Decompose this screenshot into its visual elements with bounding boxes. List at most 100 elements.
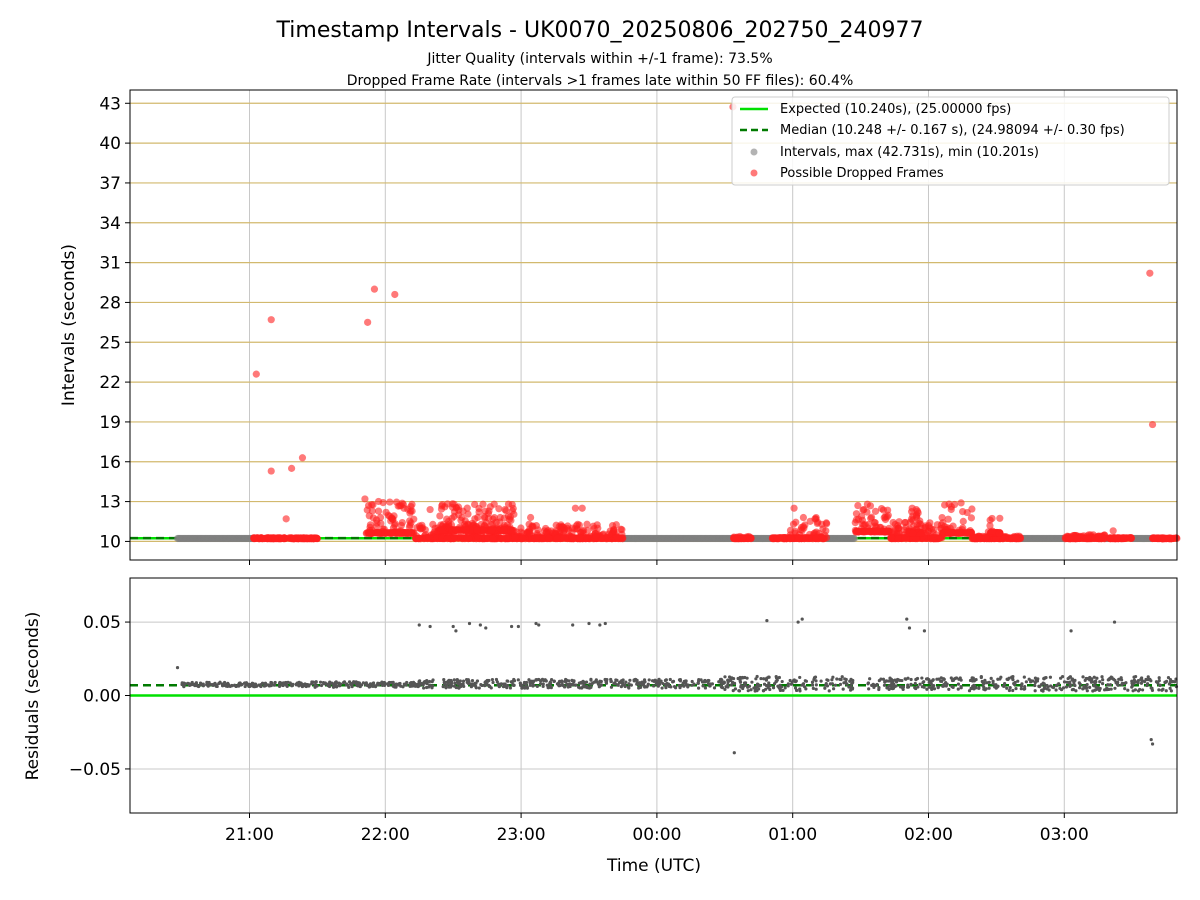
residual-point <box>1088 685 1092 689</box>
residual-point <box>1112 620 1117 624</box>
dropped-frame-point <box>454 503 463 511</box>
residual-point <box>773 682 777 686</box>
residual-point <box>798 687 802 691</box>
dropped-frame-point <box>448 514 456 522</box>
residual-point <box>972 684 976 688</box>
residual-point <box>587 621 591 626</box>
residual-point <box>461 679 466 683</box>
residual-point <box>470 679 475 683</box>
residual-point <box>1042 682 1046 686</box>
residual-point <box>1085 682 1089 687</box>
residual-point <box>248 684 252 689</box>
residual-point <box>932 687 937 691</box>
dropped-frame-point <box>799 513 808 522</box>
residual-point <box>566 685 570 689</box>
dropped-frame-point <box>610 527 618 535</box>
residual-point <box>941 684 946 688</box>
dropped-frame-point <box>445 520 453 529</box>
dropped-frame-point <box>425 533 433 541</box>
residual-point <box>1119 676 1123 680</box>
dropped-frame-point <box>947 528 955 536</box>
residual-point <box>448 685 453 689</box>
residual-point <box>263 681 268 685</box>
dropped-frame-point <box>367 528 375 537</box>
residuals-points <box>175 617 1179 755</box>
residual-point <box>699 678 703 682</box>
residual-point <box>800 617 804 621</box>
dropped-frame-point <box>473 526 481 534</box>
residual-point <box>1132 675 1136 679</box>
dropped-frame-point <box>895 518 903 526</box>
dropped-frame-point <box>313 534 321 542</box>
residual-point <box>192 682 196 687</box>
residual-point <box>1064 685 1069 689</box>
residual-point <box>1135 680 1139 684</box>
residual-point <box>1033 680 1037 685</box>
figure-subtitle-dropped-rate: Dropped Frame Rate (intervals >1 frames … <box>347 73 854 89</box>
residual-point <box>467 621 472 626</box>
residual-point <box>377 681 381 686</box>
residual-point <box>823 686 827 690</box>
dropped-frame-point <box>527 513 535 522</box>
residual-point <box>994 683 998 687</box>
residual-point <box>1069 629 1073 633</box>
residual-point <box>984 687 988 691</box>
residual-point <box>418 679 422 683</box>
residual-point <box>1027 677 1031 681</box>
residual-point <box>1130 681 1134 685</box>
dropped-frame-point <box>498 535 506 543</box>
residual-point <box>572 680 576 684</box>
residual-point <box>489 686 493 690</box>
residual-point <box>475 679 480 683</box>
residual-point <box>511 682 515 687</box>
residual-point <box>273 680 277 685</box>
residual-point <box>979 675 983 680</box>
dropped-frame-point <box>252 370 260 378</box>
dropped-frame-point <box>462 526 470 534</box>
residual-point <box>1078 686 1082 690</box>
dropped-frame-point <box>746 534 754 542</box>
residual-point <box>1019 687 1023 691</box>
residual-point <box>886 679 891 683</box>
residual-point <box>686 685 690 689</box>
dropped-frame-point <box>1113 534 1121 542</box>
dropped-frame-point <box>474 534 482 542</box>
dropped-frame-point <box>463 504 471 512</box>
residual-point <box>331 682 335 686</box>
x-tick-label: 21:00 <box>225 825 274 845</box>
residual-point <box>419 681 424 686</box>
residual-point <box>1049 684 1053 688</box>
dropped-frame-point <box>438 535 446 543</box>
residual-point <box>323 681 327 685</box>
dropped-frame-point <box>574 520 582 528</box>
dropped-frame-point <box>1146 269 1154 277</box>
residual-point <box>589 678 593 682</box>
residual-point <box>887 684 891 688</box>
residual-point <box>894 684 898 688</box>
residual-point <box>732 751 736 755</box>
residual-point <box>1117 677 1121 681</box>
dropped-frame-point <box>858 516 867 524</box>
residual-point <box>1168 686 1172 691</box>
dropped-frame-point <box>1082 535 1091 543</box>
residual-point <box>922 685 926 689</box>
dropped-frame-point <box>917 529 926 537</box>
residual-point <box>386 683 391 687</box>
residual-point <box>1068 684 1072 688</box>
residual-point <box>347 685 351 689</box>
residual-point <box>765 618 769 623</box>
residual-point <box>901 687 905 691</box>
residual-point <box>297 684 301 688</box>
dropped-frame-point <box>933 531 941 539</box>
residual-point <box>825 678 829 682</box>
dropped-frame-point <box>576 534 584 542</box>
residual-point <box>796 620 800 624</box>
residual-point <box>230 683 234 688</box>
residual-point <box>598 679 602 683</box>
residual-point <box>1100 681 1105 686</box>
residual-point <box>524 680 529 685</box>
residual-point <box>724 685 728 689</box>
dropped-frame-point <box>488 526 496 534</box>
residual-point <box>253 685 257 689</box>
residual-point <box>1113 678 1117 682</box>
